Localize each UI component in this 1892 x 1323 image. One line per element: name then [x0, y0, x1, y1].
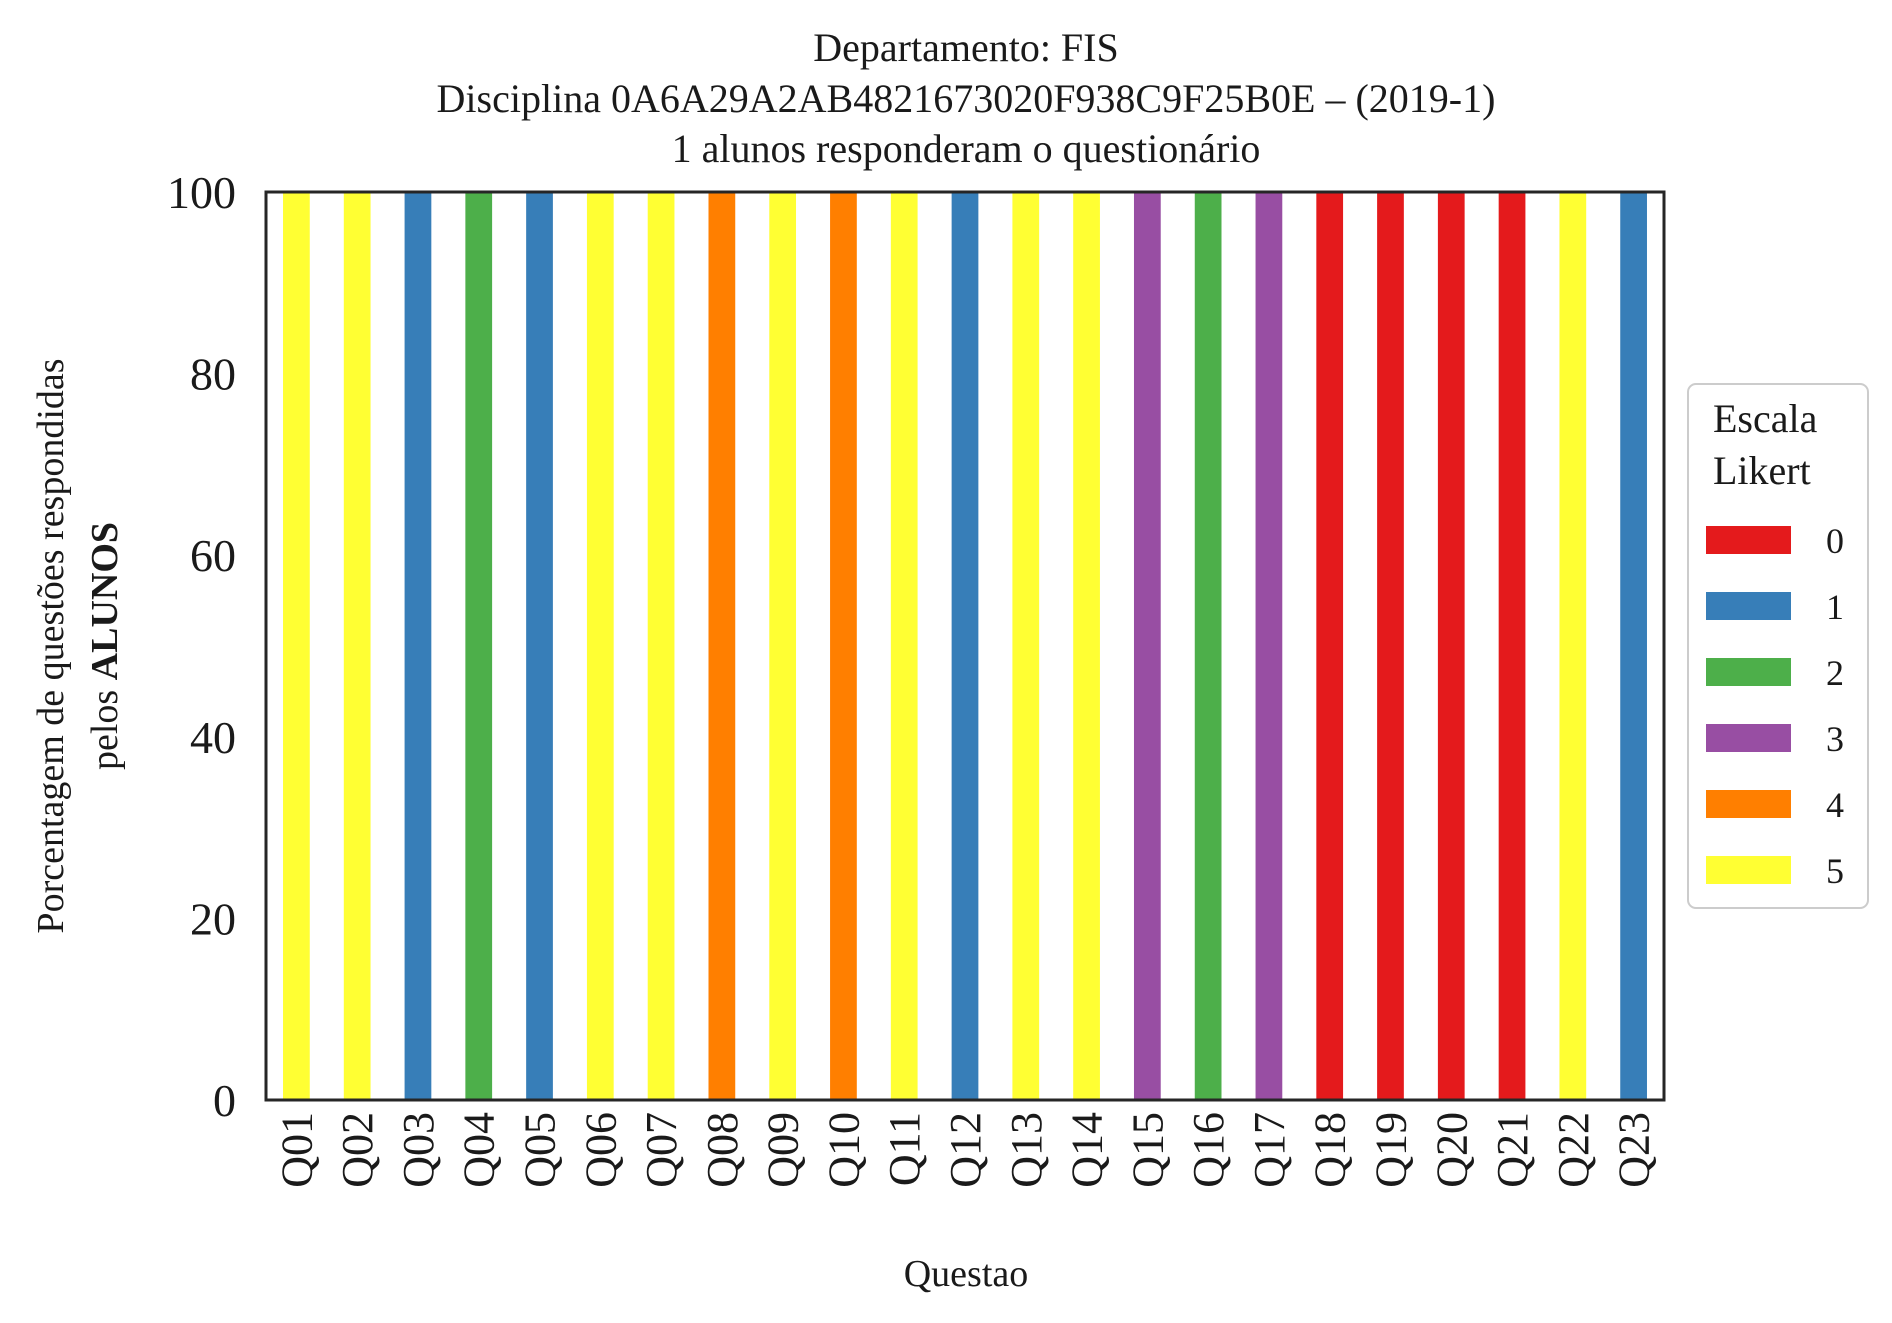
legend-swatch-1 — [1706, 592, 1791, 620]
title-line-2: Disciplina 0A6A29A2AB4821673020F938C9F25… — [437, 76, 1496, 121]
y-tick-label-0: 0 — [213, 1075, 236, 1126]
x-tick-label-q14: Q14 — [1063, 1112, 1112, 1188]
x-tick-label-q07: Q07 — [637, 1112, 686, 1188]
x-tick-label-q13: Q13 — [1002, 1112, 1051, 1188]
x-tick-label-q04: Q04 — [455, 1112, 504, 1188]
bar-q06 — [586, 192, 614, 1100]
x-tick-label-q02: Q02 — [333, 1112, 382, 1188]
x-tick-label-q03: Q03 — [394, 1112, 443, 1188]
y-tick-label-40: 40 — [190, 712, 236, 763]
y-tick-label-60: 60 — [190, 530, 236, 581]
bar-q05 — [526, 192, 553, 1100]
bar-q22 — [1559, 192, 1587, 1100]
x-tick-label-q05: Q05 — [516, 1112, 565, 1188]
x-tick-label-q16: Q16 — [1184, 1112, 1233, 1188]
x-axis-ticks: Q01 Q02 Q03 Q04 Q05 Q06 Q07 Q08 Q09 Q10 Q11 Q12 Q13 Q… — [272, 1112, 1658, 1188]
legend-label-3: 3 — [1826, 719, 1844, 759]
legend-entry-1: 1 — [1706, 587, 1844, 627]
bar-q17 — [1255, 192, 1283, 1100]
bar-q11 — [890, 192, 918, 1100]
y-tick-label-100: 100 — [167, 167, 236, 218]
legend-swatch-5 — [1706, 856, 1791, 884]
bar-q07 — [647, 192, 675, 1100]
x-tick-label-q08: Q08 — [698, 1112, 747, 1188]
legend-entry-2: 2 — [1706, 653, 1844, 693]
title-line-3: 1 alunos responderam o questionário — [672, 126, 1261, 171]
x-tick-label-q11: Q11 — [880, 1112, 929, 1186]
bar-q09 — [769, 192, 797, 1100]
bar-q12 — [951, 192, 979, 1100]
x-tick-label-q09: Q09 — [759, 1112, 808, 1188]
y-axis-ticks: 0 20 40 60 80 100 — [167, 167, 236, 1126]
title-line-1: Departamento: FIS — [813, 25, 1119, 70]
y-axis-label: Porcentagem de questões respondidas pelo… — [30, 358, 126, 933]
bar-q13 — [1012, 192, 1040, 1100]
x-tick-label-q17: Q17 — [1245, 1112, 1294, 1188]
bar-q04 — [465, 192, 493, 1100]
y-axis-label-prefix: pelos — [84, 680, 126, 770]
bar-q02 — [343, 192, 371, 1100]
x-tick-label-q15: Q15 — [1123, 1112, 1172, 1188]
bar-q14 — [1073, 192, 1100, 1100]
legend-swatch-3 — [1706, 724, 1791, 752]
y-axis-label-line-2: pelos ALUNOS — [84, 522, 126, 770]
bar-q23 — [1620, 192, 1647, 1100]
legend-swatch-0 — [1706, 526, 1791, 554]
legend-label-1: 1 — [1826, 587, 1844, 627]
x-tick-label-q21: Q21 — [1488, 1112, 1537, 1188]
bar-q10 — [830, 192, 857, 1100]
y-tick-label-20: 20 — [190, 893, 236, 944]
bar-q01 — [283, 192, 310, 1100]
x-tick-label-q23: Q23 — [1610, 1112, 1659, 1188]
bar-q19 — [1377, 192, 1404, 1100]
legend-entries: 0 1 2 3 4 5 — [1706, 521, 1844, 891]
y-tick-label-80: 80 — [190, 349, 236, 400]
legend-entry-5: 5 — [1706, 851, 1844, 891]
x-axis-label: Questao — [904, 1253, 1029, 1295]
legend-frame — [1687, 383, 1869, 909]
legend-title-line-2: Likert — [1713, 448, 1811, 493]
bars — [283, 192, 1647, 1100]
x-tick-label-q22: Q22 — [1549, 1112, 1598, 1188]
legend-label-5: 5 — [1826, 851, 1844, 891]
bar-q16 — [1194, 192, 1222, 1100]
x-tick-label-q01: Q01 — [272, 1112, 321, 1188]
legend-title-line-1: Escala — [1713, 396, 1818, 441]
legend-label-2: 2 — [1826, 653, 1844, 693]
chart-title: Departamento: FIS Disciplina 0A6A29A2AB4… — [437, 25, 1496, 171]
legend-entry-3: 3 — [1706, 719, 1844, 759]
legend-label-0: 0 — [1826, 521, 1844, 561]
y-axis-label-bold: ALUNOS — [84, 522, 126, 680]
x-tick-label-q18: Q18 — [1306, 1112, 1355, 1188]
x-tick-label-q06: Q06 — [576, 1112, 625, 1188]
x-tick-label-q10: Q10 — [819, 1112, 868, 1188]
legend: Escala Likert 0 1 2 3 4 5 — [1687, 383, 1869, 909]
x-tick-label-q19: Q19 — [1366, 1112, 1415, 1188]
y-axis-label-line-1: Porcentagem de questões respondidas — [30, 358, 72, 933]
legend-swatch-2 — [1706, 658, 1791, 686]
x-tick-label-q20: Q20 — [1427, 1112, 1476, 1188]
plot-frame — [264, 190, 1666, 1102]
legend-entry-0: 0 — [1706, 521, 1844, 561]
legend-entry-4: 4 — [1706, 785, 1844, 825]
legend-swatch-4 — [1706, 790, 1791, 818]
bar-q18 — [1316, 192, 1344, 1100]
bar-q08 — [708, 192, 736, 1100]
bar-q21 — [1498, 192, 1526, 1100]
bar-q15 — [1133, 192, 1161, 1100]
legend-label-4: 4 — [1826, 785, 1844, 825]
bar-q20 — [1437, 192, 1465, 1100]
x-tick-label-q12: Q12 — [941, 1112, 990, 1188]
bar-q03 — [404, 192, 432, 1100]
